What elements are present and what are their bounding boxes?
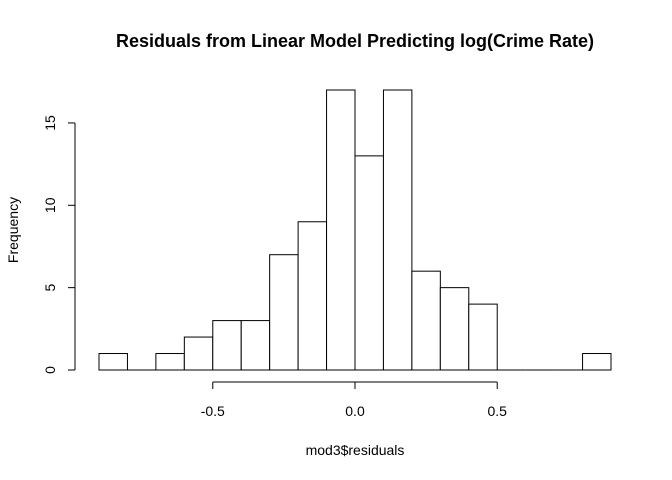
- histogram-bar: [269, 254, 299, 371]
- histogram-bar: [411, 270, 441, 371]
- histogram-bar: [155, 353, 185, 371]
- x-axis: -0.5 0.0 0.5: [201, 381, 507, 419]
- histogram-bar: [468, 303, 498, 371]
- y-tick-label: 5: [42, 284, 58, 292]
- y-tick-label: 15: [42, 115, 58, 131]
- histogram-bar: [439, 287, 470, 371]
- x-tick-label: 0.5: [487, 403, 507, 419]
- histogram-bar: [212, 320, 242, 371]
- y-axis-label: Frequency: [5, 197, 21, 263]
- bars-group: [98, 89, 612, 371]
- x-tick-label: -0.5: [201, 403, 225, 419]
- y-tick-label: 0: [42, 366, 58, 374]
- histogram-bar: [297, 221, 328, 371]
- x-axis-label: mod3$residuals: [306, 442, 405, 458]
- y-tick-label: 10: [42, 197, 58, 213]
- y-axis: 0 5 10 15: [42, 115, 76, 374]
- x-tick-label: 0.0: [345, 403, 365, 419]
- chart-title: Residuals from Linear Model Predicting l…: [116, 31, 594, 51]
- histogram-bar: [382, 89, 413, 371]
- histogram-bar: [183, 336, 214, 371]
- histogram-bar: [240, 320, 271, 371]
- histogram-bar: [354, 155, 384, 371]
- histogram-bar: [326, 89, 356, 371]
- histogram-bar: [98, 353, 128, 371]
- histogram-bar: [582, 353, 612, 371]
